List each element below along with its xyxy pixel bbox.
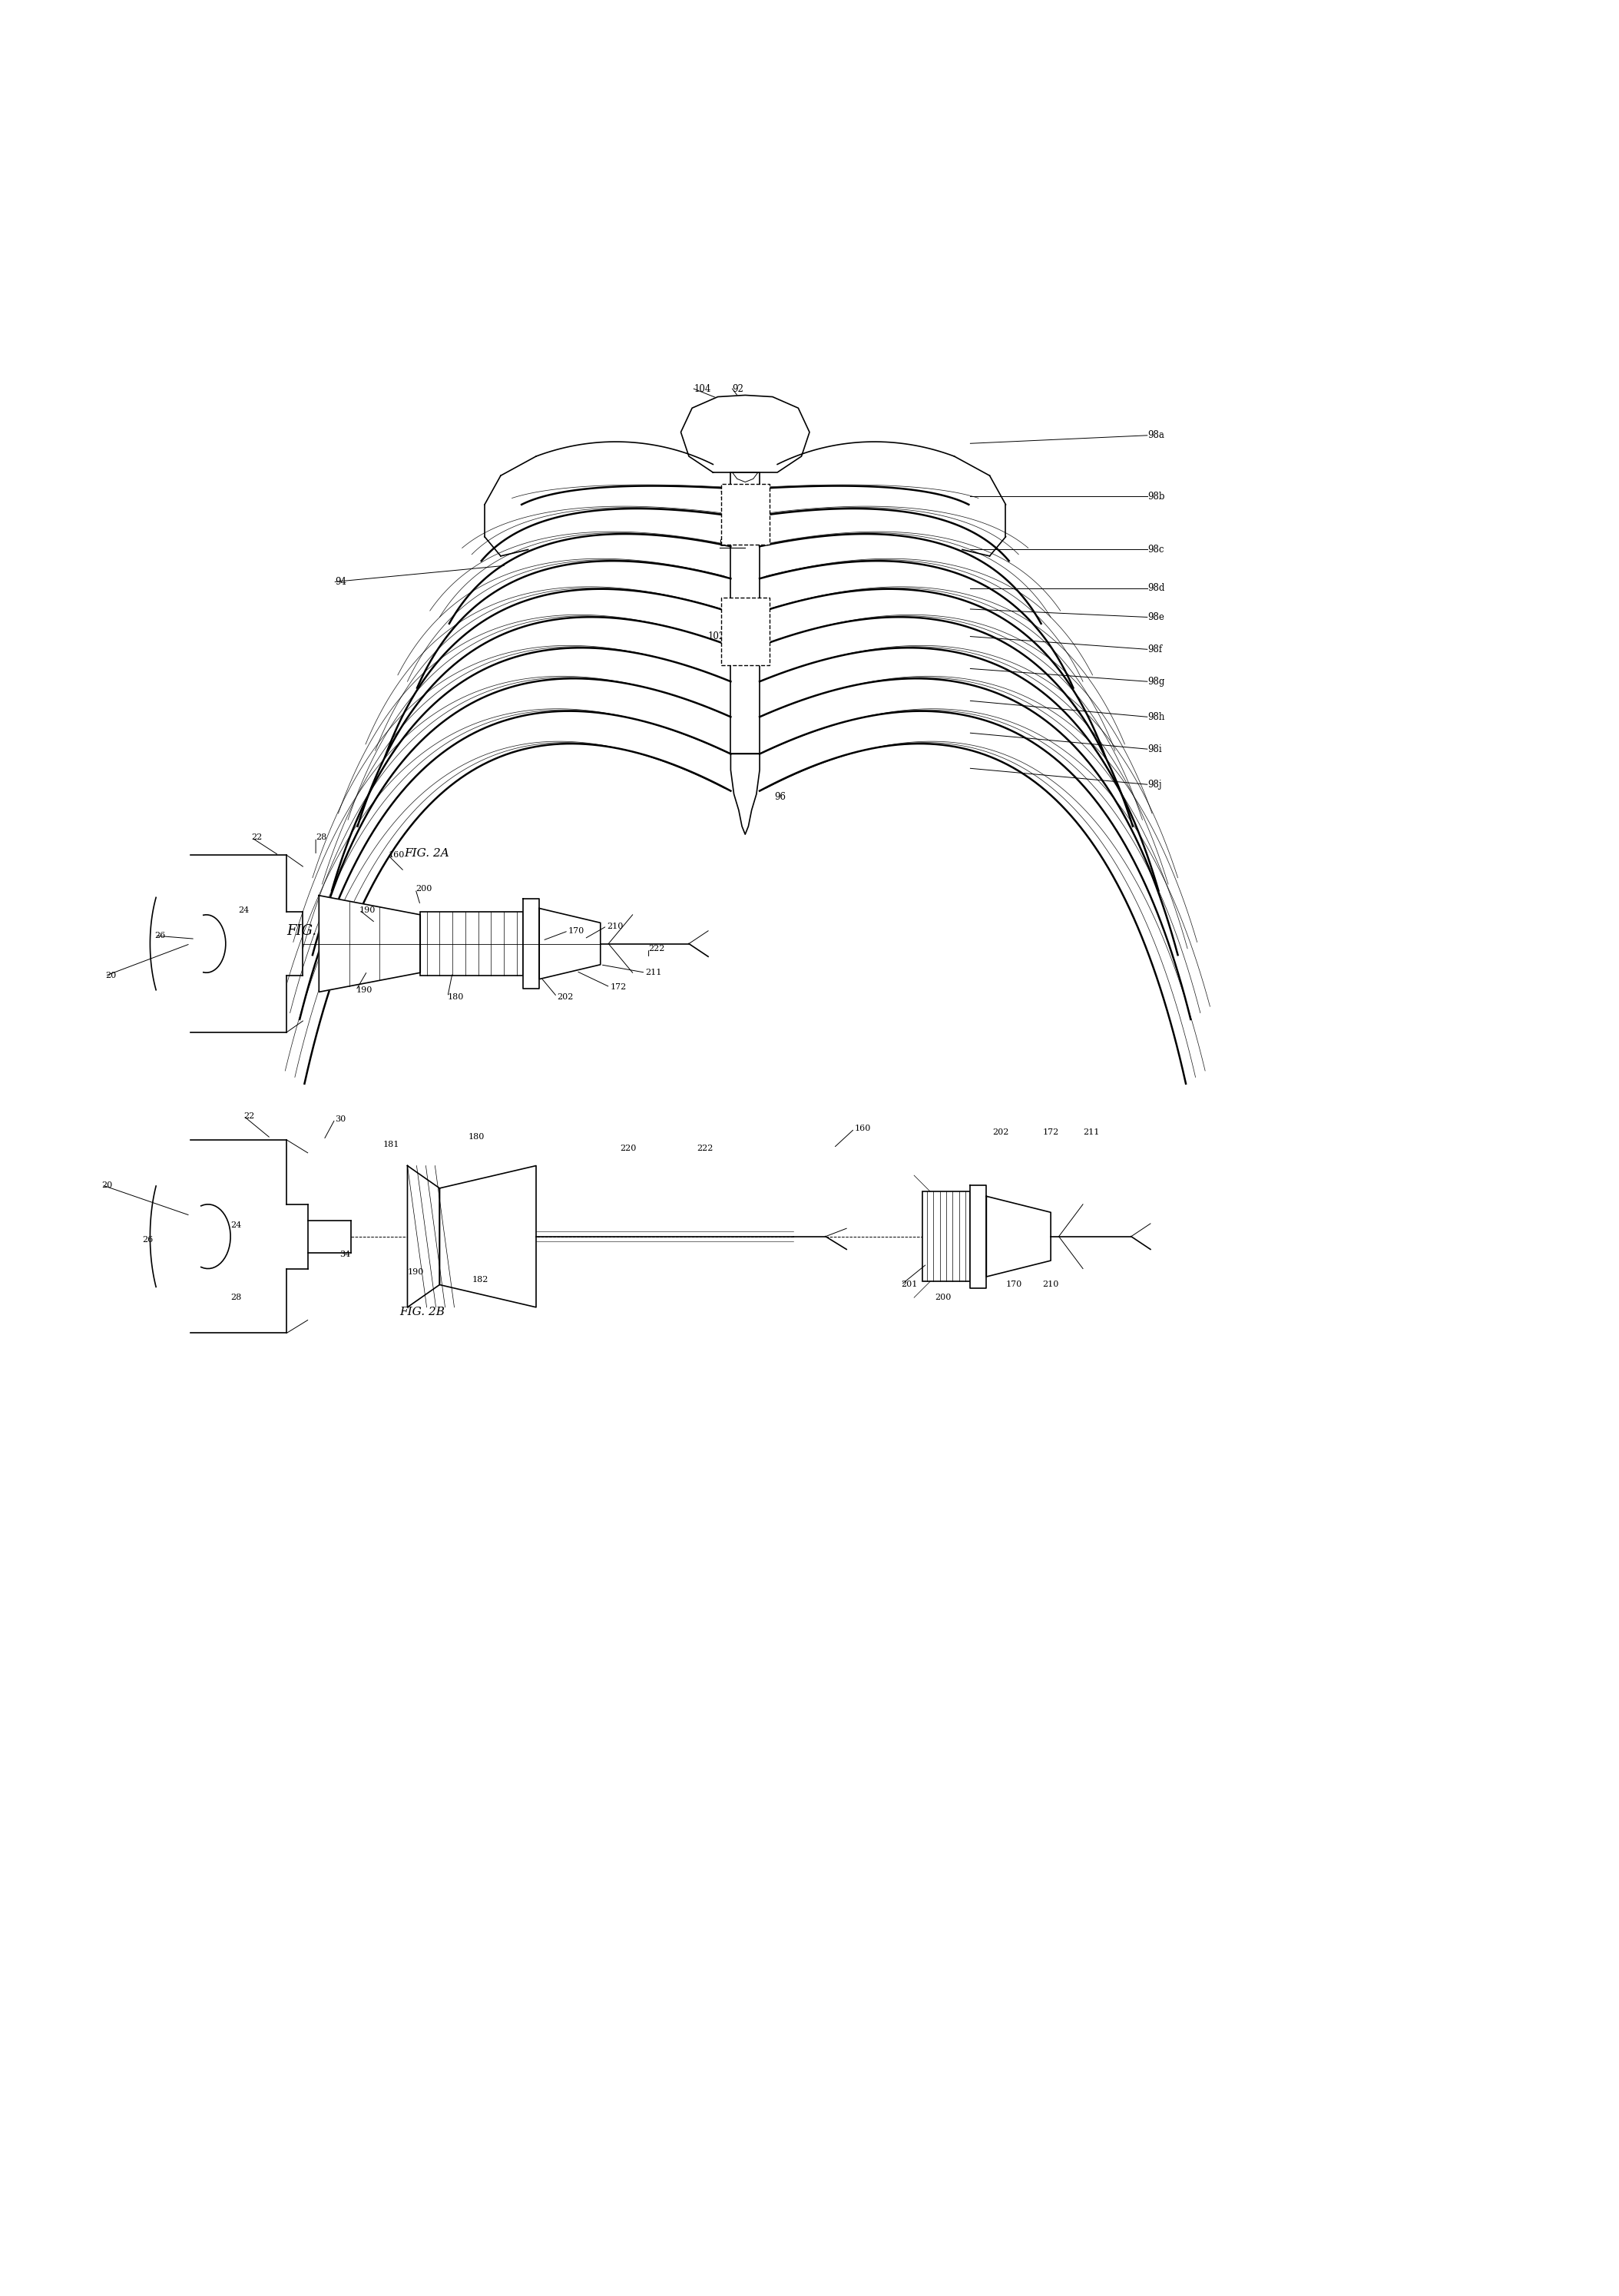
Polygon shape	[440, 1166, 536, 1306]
Bar	[421, 912, 523, 976]
Text: 98d: 98d	[1148, 583, 1164, 592]
Text: 28: 28	[230, 1293, 241, 1302]
Text: 201: 201	[902, 1281, 918, 1288]
Text: 26: 26	[155, 932, 165, 939]
Text: 222: 222	[696, 1143, 714, 1153]
Bar	[923, 1192, 970, 1281]
Text: 94: 94	[335, 576, 346, 588]
Text: 34: 34	[340, 1251, 351, 1258]
Text: 28: 28	[316, 833, 327, 840]
Text: 92: 92	[732, 383, 743, 393]
Text: 102: 102	[708, 631, 725, 641]
Text: 30: 30	[335, 1116, 346, 1123]
Text: 26: 26	[142, 1235, 152, 1244]
Text: 210: 210	[1043, 1281, 1059, 1288]
Polygon shape	[191, 854, 287, 1033]
Text: 200: 200	[416, 886, 432, 893]
Text: 172: 172	[1043, 1127, 1059, 1137]
Text: 104: 104	[693, 383, 711, 393]
Text: 222: 222	[649, 944, 665, 953]
Text: 98g: 98g	[1148, 677, 1164, 687]
Polygon shape	[970, 1185, 986, 1288]
Text: 200: 200	[934, 1293, 952, 1302]
Polygon shape	[986, 1196, 1051, 1277]
Polygon shape	[523, 898, 539, 990]
Bar	[720, 597, 769, 666]
Polygon shape	[730, 753, 759, 833]
Text: 160: 160	[855, 1125, 871, 1132]
Text: 182: 182	[471, 1277, 489, 1283]
Text: 190: 190	[359, 907, 376, 914]
Polygon shape	[408, 1166, 440, 1306]
Text: 190: 190	[408, 1267, 424, 1277]
Polygon shape	[730, 473, 759, 753]
Text: 160: 160	[389, 852, 405, 859]
Text: 170: 170	[1005, 1281, 1022, 1288]
Text: 24: 24	[238, 907, 249, 914]
Text: 20: 20	[102, 1180, 113, 1189]
Text: 98i: 98i	[1148, 744, 1161, 753]
Text: 180: 180	[468, 1132, 486, 1141]
Text: 22: 22	[243, 1111, 254, 1120]
Text: 98c: 98c	[1148, 544, 1164, 556]
Text: 98e: 98e	[1148, 613, 1164, 622]
Text: FIG. 1: FIG. 1	[287, 923, 330, 937]
Text: FIG. 2A: FIG. 2A	[405, 847, 450, 859]
Text: 181: 181	[384, 1141, 400, 1148]
Polygon shape	[682, 395, 810, 473]
Polygon shape	[539, 909, 601, 978]
Text: 20: 20	[105, 971, 117, 980]
Text: 98h: 98h	[1148, 712, 1164, 721]
Text: 22: 22	[251, 833, 262, 840]
Text: 220: 220	[620, 1143, 636, 1153]
Text: 211: 211	[646, 969, 662, 976]
Text: 90: 90	[719, 537, 730, 549]
Text: 202: 202	[557, 992, 573, 1001]
Text: 190: 190	[356, 987, 372, 994]
Text: 24: 24	[230, 1221, 241, 1228]
Text: 100: 100	[719, 489, 737, 501]
Polygon shape	[319, 895, 421, 992]
Text: 98f: 98f	[1148, 645, 1162, 654]
Text: 96: 96	[774, 792, 785, 801]
Text: 172: 172	[610, 983, 627, 992]
Text: 180: 180	[447, 992, 465, 1001]
Text: 98b: 98b	[1148, 491, 1164, 501]
Text: FIG. 2B: FIG. 2B	[400, 1306, 445, 1318]
Text: 202: 202	[992, 1127, 1009, 1137]
Text: 210: 210	[607, 923, 623, 930]
Text: 98j: 98j	[1148, 778, 1161, 790]
Bar	[720, 484, 769, 544]
Text: 211: 211	[1083, 1127, 1099, 1137]
Text: 98a: 98a	[1148, 429, 1164, 441]
Text: 170: 170	[568, 928, 584, 934]
